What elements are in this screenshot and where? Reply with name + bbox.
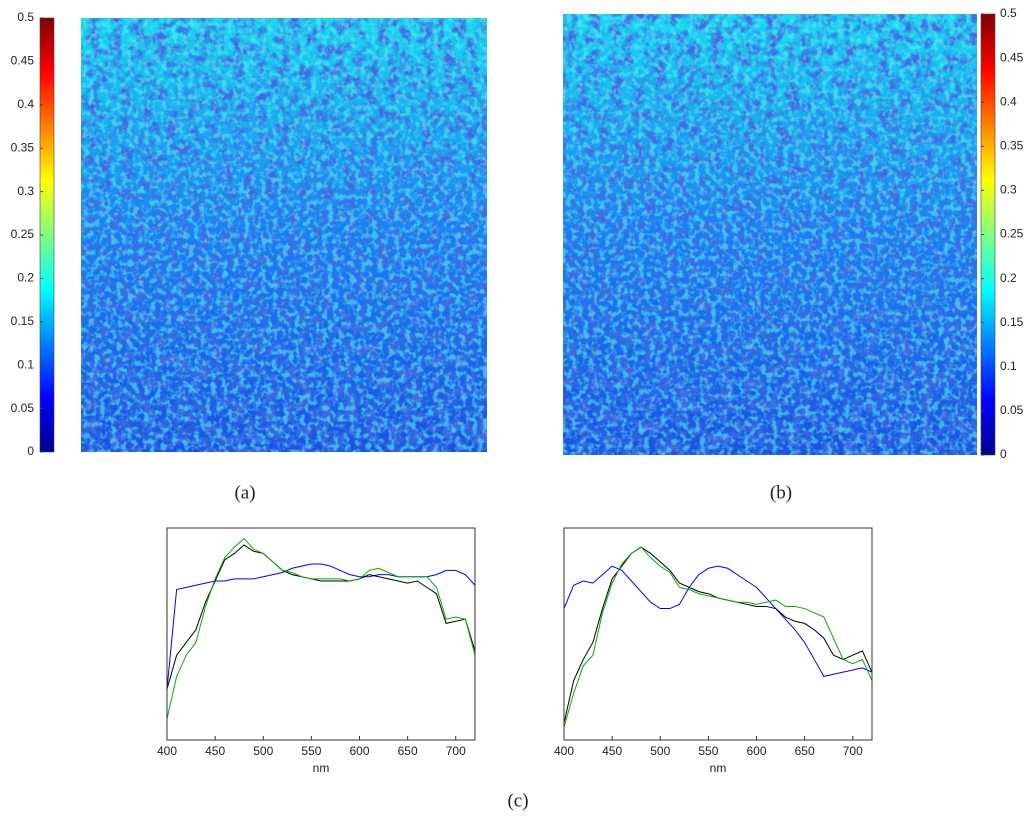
x-tick-label: 650	[795, 744, 815, 758]
colorbar-tick-label: 0.05	[11, 401, 35, 415]
colorbar-tick-label: 0.45	[1000, 50, 1024, 64]
colorbar-tick-label: 0.3	[1000, 183, 1017, 197]
x-tick-label: 500	[650, 744, 670, 758]
colorbar-tick-label: 0.15	[1000, 315, 1024, 329]
series-line	[563, 546, 873, 724]
plot-frame	[166, 527, 476, 741]
colorbar-tick-label: 0.45	[11, 54, 35, 68]
colorbar-tick-label: 0.2	[1000, 271, 1017, 285]
x-tick-label: 450	[602, 744, 622, 758]
colorbar-tick-label: 0.4	[1000, 94, 1017, 108]
colorbar-tick-label: 0.15	[11, 314, 35, 328]
caption: (a)	[234, 482, 255, 503]
image-texture	[81, 18, 487, 452]
colorbar-tick-label: 0.25	[11, 227, 35, 241]
x-tick-label: 400	[554, 744, 574, 758]
series-line	[166, 563, 476, 690]
colorbar-tick-label: 0.5	[17, 10, 34, 24]
series-line	[166, 537, 476, 719]
x-axis-label: nm	[313, 761, 330, 775]
plot-frame	[563, 527, 873, 741]
x-tick-label: 550	[698, 744, 718, 758]
caption: (b)	[770, 482, 792, 503]
colorbar-tick-label: 0.1	[17, 357, 34, 371]
x-tick-label: 600	[349, 744, 369, 758]
x-axis-label: nm	[710, 761, 727, 775]
series-line	[563, 565, 873, 677]
x-tick-label: 450	[205, 744, 225, 758]
colorbar-tick-label: 0.4	[17, 97, 34, 111]
x-tick-label: 400	[157, 744, 177, 758]
series-line	[563, 546, 873, 728]
x-tick-label: 700	[446, 744, 466, 758]
x-tick-label: 700	[843, 744, 863, 758]
image-texture	[563, 14, 977, 455]
colorbar-tick-label: 0.1	[1000, 359, 1017, 373]
colorbar-tick-label: 0.05	[1000, 403, 1024, 417]
colorbar-tick-label: 0.5	[1000, 6, 1017, 20]
colorbar-tick-label: 0	[1000, 447, 1007, 461]
colorbar-tick-label: 0.25	[1000, 227, 1024, 241]
x-tick-label: 650	[398, 744, 418, 758]
caption: (c)	[507, 790, 528, 811]
colorbar-tick-label: 0.2	[17, 271, 34, 285]
colorbar-tick-label: 0.3	[17, 184, 34, 198]
x-tick-label: 500	[253, 744, 273, 758]
x-tick-label: 550	[301, 744, 321, 758]
colorbar-tick-label: 0	[27, 444, 34, 458]
colorbar-tick-label: 0.35	[11, 140, 35, 154]
colorbar-tick-label: 0.35	[1000, 138, 1024, 152]
series-line	[166, 544, 476, 690]
x-tick-label: 600	[746, 744, 766, 758]
